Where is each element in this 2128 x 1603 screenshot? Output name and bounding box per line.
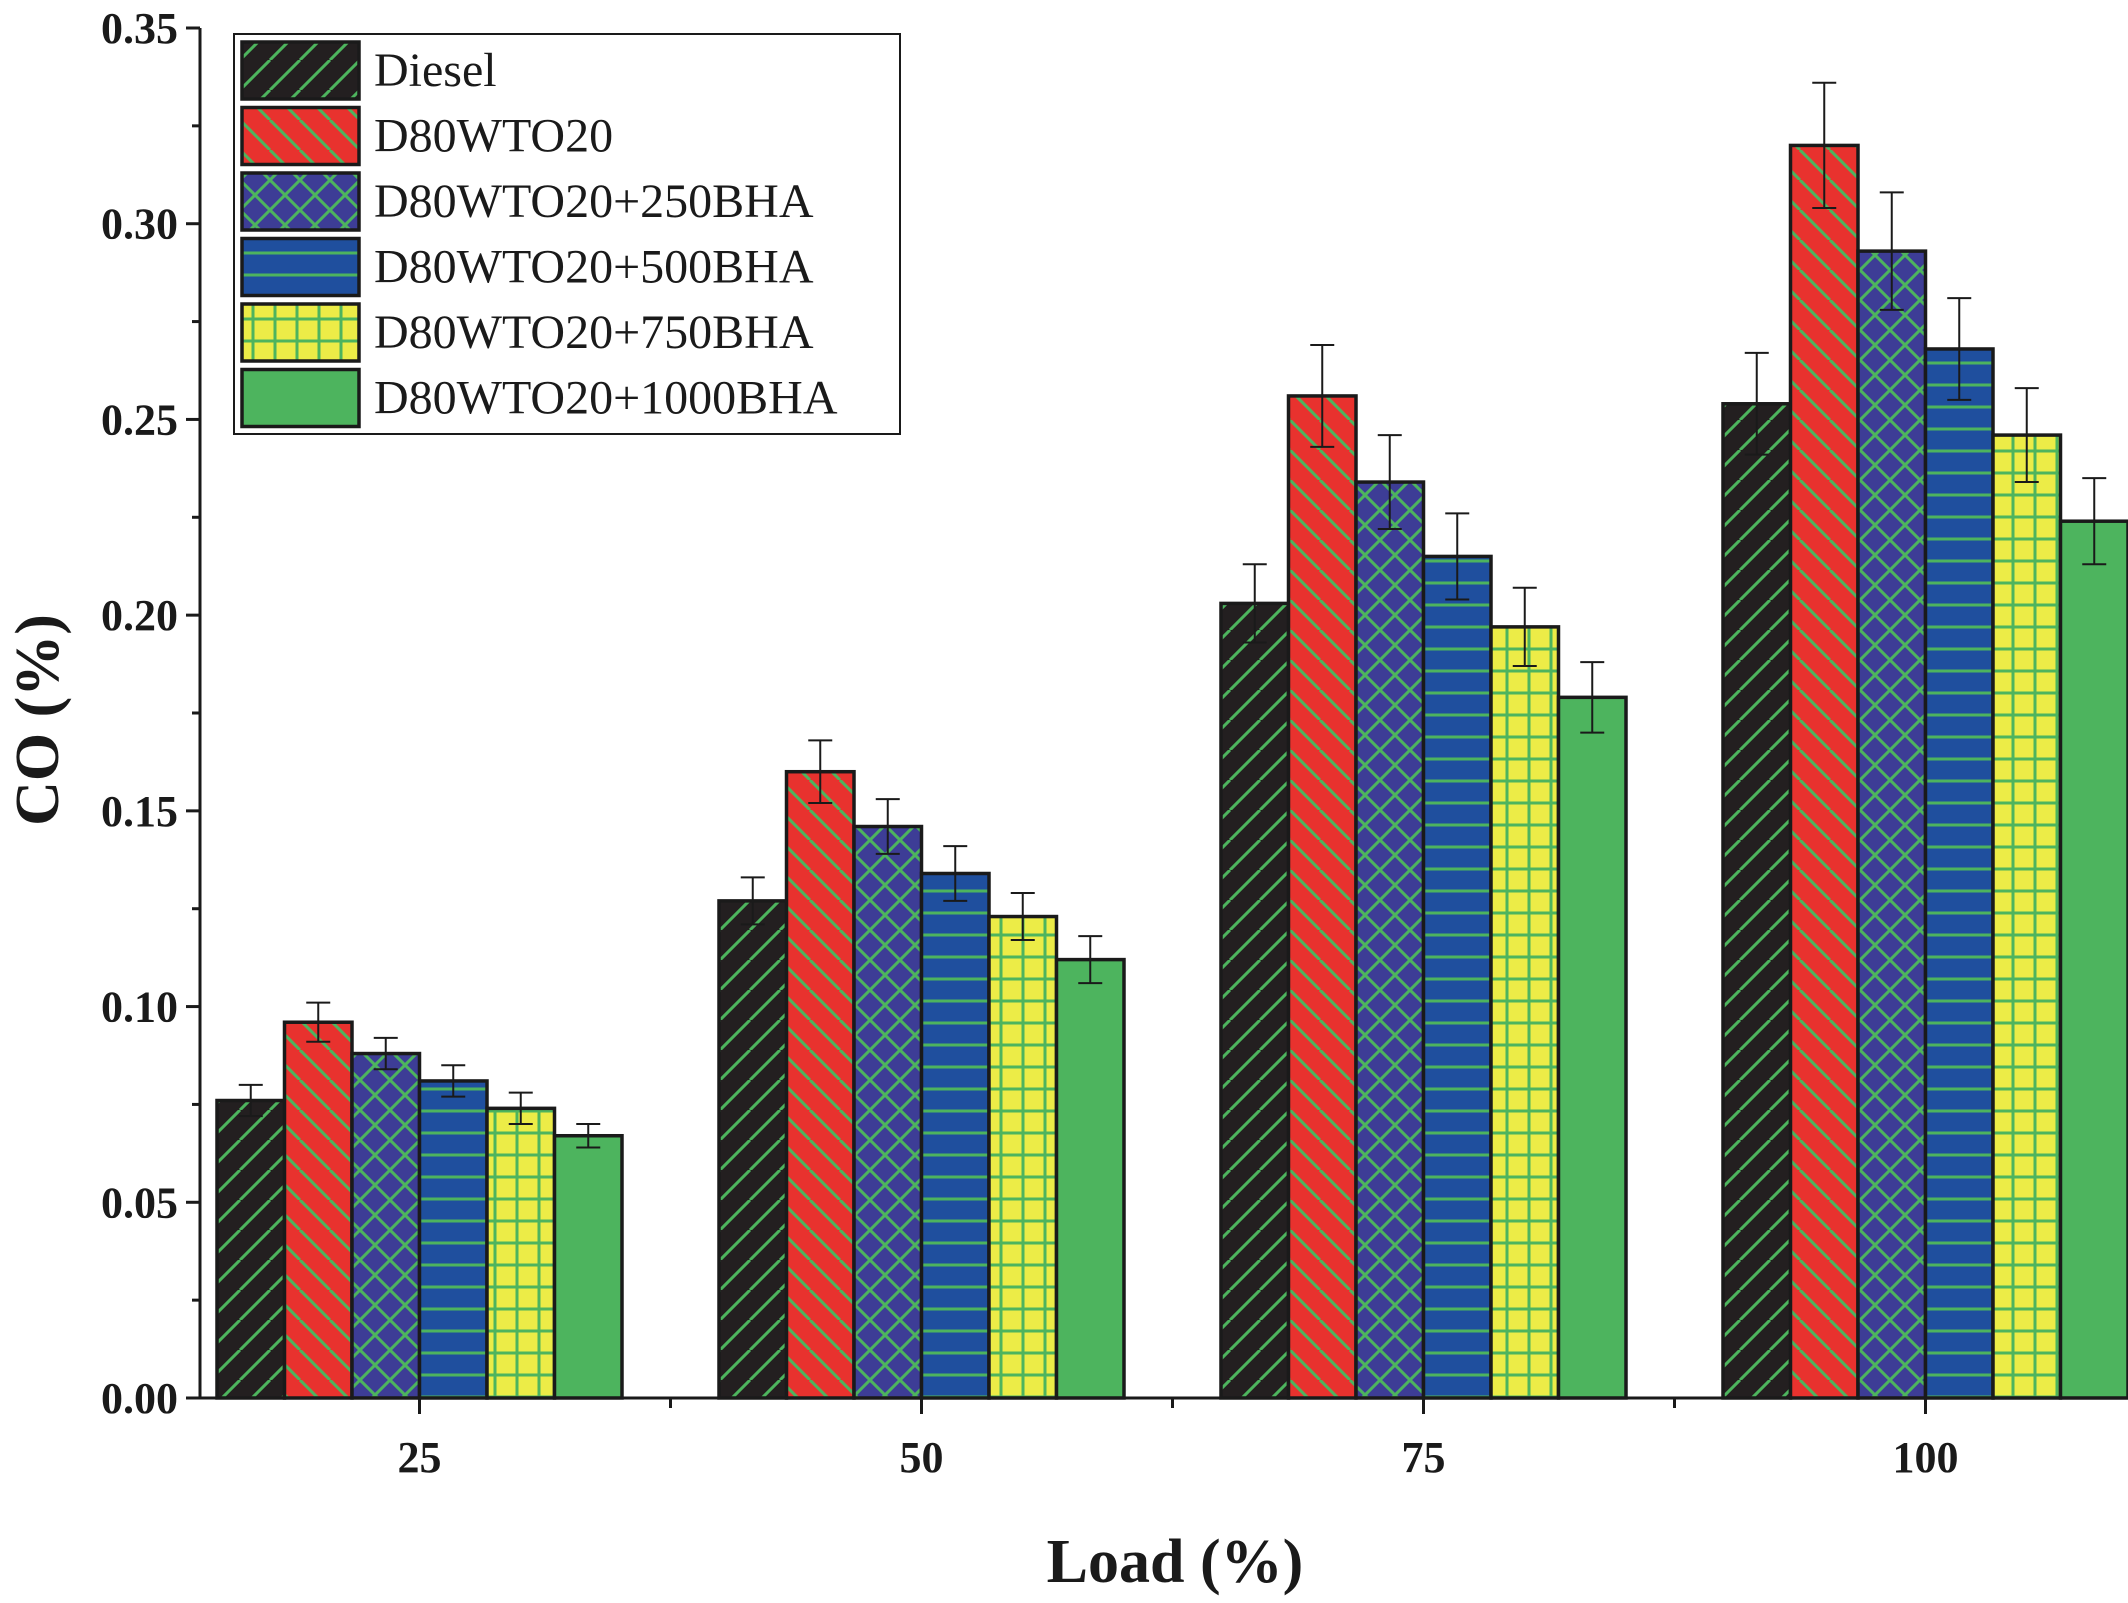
y-tick-label: 0.30 bbox=[101, 200, 178, 249]
bar-d80wto20-1000bha-100 bbox=[2058, 519, 2128, 1400]
y-axis-ticks: 0.00 0.05 0.10 0.15 0.20 0.25 0.30 0.35 bbox=[101, 4, 200, 1423]
error-bar bbox=[1879, 191, 1904, 311]
legend-item: D80WTO20+250BHA bbox=[240, 171, 814, 232]
bar-d80wto20-500bha-75 bbox=[1421, 554, 1493, 1400]
bar-d80wto20-250bha-75 bbox=[1354, 480, 1426, 1400]
y-tick-label: 0.05 bbox=[101, 1178, 178, 1227]
error-bar bbox=[576, 1123, 601, 1149]
error-bar bbox=[943, 845, 968, 902]
legend-item: Diesel bbox=[240, 40, 497, 101]
bar-d80wto20-100 bbox=[1788, 143, 1860, 1400]
bar-diesel-100 bbox=[1721, 402, 1793, 1400]
bar-diesel-75 bbox=[1219, 601, 1291, 1400]
error-bars-layer bbox=[238, 81, 2107, 1149]
axes-layer: 0.00 0.05 0.10 0.15 0.20 0.25 0.30 0.35 25 50 75 1… bbox=[101, 4, 2128, 1482]
bar-d80wto20-25 bbox=[282, 1020, 354, 1400]
error-bar bbox=[1242, 563, 1267, 644]
legend-swatch bbox=[240, 171, 361, 232]
x-tick-label: 50 bbox=[900, 1433, 944, 1482]
error-bar bbox=[2014, 387, 2039, 484]
legend-label: D80WTO20+1000BHA bbox=[374, 372, 838, 425]
error-bar bbox=[875, 798, 900, 855]
error-bar bbox=[1512, 586, 1537, 668]
error-bar bbox=[373, 1036, 398, 1071]
legend-item: D80WTO20+1000BHA bbox=[240, 367, 838, 429]
y-tick-label: 0.35 bbox=[101, 4, 178, 53]
bar-d80wto20-50 bbox=[784, 769, 856, 1400]
error-bar bbox=[1377, 434, 1402, 531]
legend: Diesel D80WTO20 D80WTO20+250BHA D80WTO20+50… bbox=[233, 33, 901, 435]
error-bar bbox=[1812, 81, 1837, 210]
y-tick-label: 0.15 bbox=[101, 787, 178, 836]
error-bar bbox=[740, 876, 765, 926]
bar-d80wto20-75 bbox=[1286, 394, 1358, 1400]
error-bar bbox=[508, 1091, 533, 1125]
y-tick-label: 0.25 bbox=[101, 395, 178, 444]
x-tick-label: 75 bbox=[1402, 1433, 1446, 1482]
legend-label: D80WTO20+250BHA bbox=[374, 175, 814, 228]
x-axis-ticks: 25 50 75 100 bbox=[398, 1398, 1959, 1482]
bar-d80wto20-750bha-50 bbox=[987, 914, 1059, 1400]
legend-item: D80WTO20 bbox=[240, 105, 613, 167]
bar-d80wto20-250bha-25 bbox=[350, 1051, 422, 1400]
bar-d80wto20-750bha-75 bbox=[1489, 625, 1561, 1400]
error-bar bbox=[1010, 892, 1035, 942]
legend-swatch bbox=[240, 367, 361, 429]
bar-diesel-50 bbox=[717, 899, 789, 1400]
bar-d80wto20-1000bha-75 bbox=[1556, 695, 1628, 1400]
error-bar bbox=[441, 1064, 466, 1098]
legend-item: D80WTO20+750BHA bbox=[240, 302, 814, 363]
y-tick-label: 0.10 bbox=[101, 983, 178, 1032]
legend-item: D80WTO20+500BHA bbox=[240, 236, 814, 298]
legend-label: D80WTO20+750BHA bbox=[374, 306, 814, 359]
legend-label: D80WTO20+500BHA bbox=[374, 241, 814, 294]
bar-d80wto20-500bha-25 bbox=[417, 1079, 489, 1400]
y-tick-label: 0.00 bbox=[101, 1374, 178, 1423]
x-tick-label: 25 bbox=[398, 1433, 442, 1482]
bar-d80wto20-750bha-100 bbox=[1991, 433, 2063, 1400]
error-bar bbox=[1310, 344, 1335, 448]
error-bar bbox=[306, 1001, 331, 1043]
bar-d80wto20-1000bha-25 bbox=[552, 1133, 624, 1400]
error-bar bbox=[1445, 512, 1470, 601]
bar-d80wto20-500bha-50 bbox=[919, 871, 991, 1400]
x-tick-label: 100 bbox=[1893, 1433, 1959, 1482]
error-bar bbox=[2082, 477, 2107, 566]
bar-diesel-25 bbox=[215, 1098, 287, 1400]
error-bar bbox=[1078, 935, 1103, 985]
legend-label: D80WTO20 bbox=[374, 110, 613, 163]
error-bar bbox=[808, 739, 833, 805]
legend-swatch bbox=[240, 302, 361, 363]
legend-swatch bbox=[240, 236, 361, 298]
error-bar bbox=[1744, 351, 1769, 456]
bar-d80wto20-500bha-100 bbox=[1923, 347, 1995, 1400]
bar-d80wto20-750bha-25 bbox=[485, 1106, 557, 1400]
legend-swatch bbox=[240, 40, 361, 101]
legend-swatch bbox=[240, 105, 361, 167]
bars-layer bbox=[215, 143, 2128, 1400]
error-bar bbox=[238, 1083, 263, 1118]
bar-d80wto20-250bha-100 bbox=[1856, 249, 1928, 1400]
x-axis-title: Load (%) bbox=[1047, 1528, 1304, 1596]
legend-label: Diesel bbox=[374, 44, 497, 97]
y-axis-title: CO (%) bbox=[4, 614, 72, 826]
error-bar bbox=[1947, 297, 1972, 401]
y-tick-label: 0.20 bbox=[101, 591, 178, 640]
error-bar bbox=[1580, 661, 1605, 734]
bar-d80wto20-1000bha-50 bbox=[1054, 957, 1126, 1400]
bar-d80wto20-250bha-50 bbox=[852, 824, 924, 1400]
